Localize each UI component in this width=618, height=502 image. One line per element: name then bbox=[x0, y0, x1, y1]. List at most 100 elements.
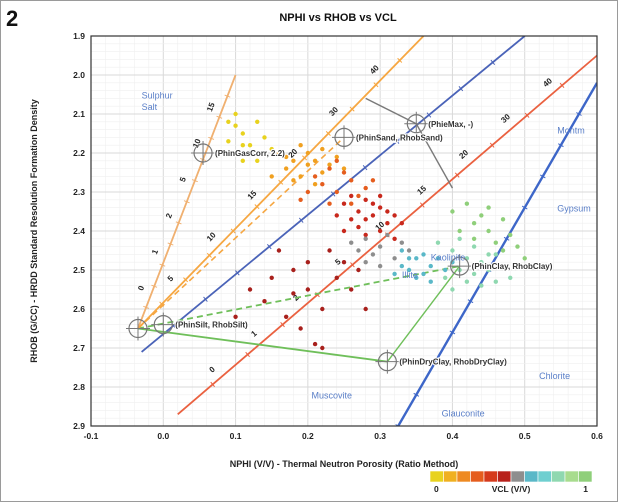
x-tick-label: 0.0 bbox=[157, 431, 169, 441]
data-point bbox=[334, 158, 339, 163]
data-point bbox=[471, 244, 477, 249]
x-tick-label: 0.1 bbox=[230, 431, 242, 441]
x-tick-label: 0.6 bbox=[591, 431, 603, 441]
data-point bbox=[312, 182, 318, 187]
colorbar-label: VCL (V/V) bbox=[492, 484, 531, 494]
reference-line-tick bbox=[458, 86, 464, 92]
silt-clay-dashed-line bbox=[137, 265, 460, 330]
reference-line-tick bbox=[397, 57, 403, 63]
clay-connector-line bbox=[386, 265, 461, 363]
data-point bbox=[522, 256, 527, 261]
data-point bbox=[247, 287, 253, 292]
data-point bbox=[291, 291, 296, 296]
reference-line-tick bbox=[503, 236, 510, 241]
mineral-label: Kaolinite bbox=[431, 252, 466, 262]
reference-line-label: 10 bbox=[191, 137, 203, 149]
data-point bbox=[262, 135, 267, 140]
reference-line-tick bbox=[216, 115, 223, 119]
data-point bbox=[291, 267, 296, 273]
reference-line-tick bbox=[175, 221, 182, 225]
data-point bbox=[508, 275, 513, 280]
reference-line-tick bbox=[151, 284, 158, 288]
mineral-label: Glauconite bbox=[442, 408, 485, 418]
data-point bbox=[226, 119, 231, 125]
reference-line-label: 1 bbox=[249, 329, 259, 339]
colorbar-swatch bbox=[578, 470, 593, 483]
data-point bbox=[399, 240, 405, 245]
colorbar-swatch bbox=[510, 470, 525, 483]
reference-line-tick bbox=[206, 252, 212, 258]
data-point bbox=[399, 221, 405, 226]
reference-line-tick bbox=[576, 112, 582, 116]
data-point bbox=[312, 158, 318, 163]
data-point bbox=[283, 314, 289, 319]
point-label: (PhinSand, RhobSand) bbox=[356, 133, 443, 142]
data-point bbox=[414, 275, 419, 280]
colorbar-swatch bbox=[470, 470, 485, 483]
reference-line-tick bbox=[431, 361, 438, 366]
reference-line-tick bbox=[254, 204, 260, 210]
x-tick-label: 0.3 bbox=[374, 431, 386, 441]
data-point bbox=[334, 189, 339, 195]
data-point bbox=[240, 158, 245, 163]
data-point bbox=[471, 236, 477, 241]
data-point bbox=[341, 260, 347, 265]
data-point bbox=[363, 306, 368, 312]
data-point bbox=[500, 248, 506, 253]
data-point bbox=[298, 326, 303, 331]
x-tick-label: -0.1 bbox=[84, 431, 99, 441]
data-point bbox=[377, 228, 383, 234]
reference-line-tick bbox=[539, 174, 546, 179]
colorbar-swatch bbox=[551, 470, 566, 483]
reference-line-tick bbox=[350, 262, 355, 268]
reference-line-tick bbox=[349, 106, 355, 112]
colorbar-swatch bbox=[524, 470, 539, 483]
reference-line-tick bbox=[280, 321, 285, 328]
point-label: (PhieMax, -) bbox=[428, 120, 473, 129]
plot-area: -0.1 0.0 0.1 0.2 0.3 0.4 0.5 0.6 1.9 2.0 2.1 2.2 2.3… bbox=[73, 31, 603, 441]
data-point bbox=[305, 287, 311, 292]
chart-title: NPHI vs RHOB vs VCL bbox=[279, 12, 397, 24]
data-point bbox=[276, 248, 282, 253]
reference-line-tick bbox=[489, 142, 495, 148]
reference-line-tick bbox=[230, 228, 236, 234]
mineral-label: Montm bbox=[557, 126, 585, 136]
colorbar-swatch bbox=[497, 470, 512, 483]
data-point bbox=[457, 236, 462, 241]
mineral-label: Illite bbox=[402, 270, 418, 280]
mineral-label: Muscovite bbox=[311, 391, 352, 401]
reference-line-tick bbox=[191, 179, 198, 183]
reference-line-tick bbox=[521, 205, 528, 210]
data-point bbox=[305, 150, 311, 156]
data-point bbox=[341, 170, 347, 175]
colorbar-swatch bbox=[429, 470, 444, 483]
data-point bbox=[385, 209, 390, 214]
x-tick-label: 0.2 bbox=[302, 431, 314, 441]
data-point bbox=[298, 197, 303, 202]
y-axis-label: RHOB (G/CC) - HRDD Standard Resolution F… bbox=[29, 99, 39, 363]
reference-line-tick bbox=[330, 191, 336, 197]
y-tick-label: 2.8 bbox=[73, 382, 85, 392]
data-point bbox=[269, 146, 274, 152]
data-point bbox=[450, 287, 455, 292]
dry-clay-line bbox=[137, 327, 388, 363]
point-label: (PhinClay, RhobClay) bbox=[472, 262, 553, 271]
data-point bbox=[399, 263, 405, 269]
reference-line-label: 5 bbox=[178, 175, 188, 183]
reference-line-label: 2 bbox=[164, 212, 174, 220]
data-point bbox=[363, 217, 368, 222]
data-point bbox=[370, 213, 376, 218]
data-point bbox=[305, 189, 311, 195]
data-point bbox=[327, 201, 332, 206]
reference-line-tick bbox=[449, 330, 456, 335]
reference-line-tick bbox=[467, 299, 474, 304]
data-point bbox=[298, 143, 303, 148]
data-point bbox=[349, 201, 354, 206]
reference-line-tick bbox=[183, 200, 190, 204]
data-point bbox=[464, 201, 470, 206]
data-point bbox=[291, 178, 296, 183]
data-point bbox=[363, 260, 368, 265]
data-point bbox=[508, 232, 513, 238]
reference-line-tick bbox=[524, 112, 530, 118]
phiemax-line bbox=[415, 123, 454, 189]
